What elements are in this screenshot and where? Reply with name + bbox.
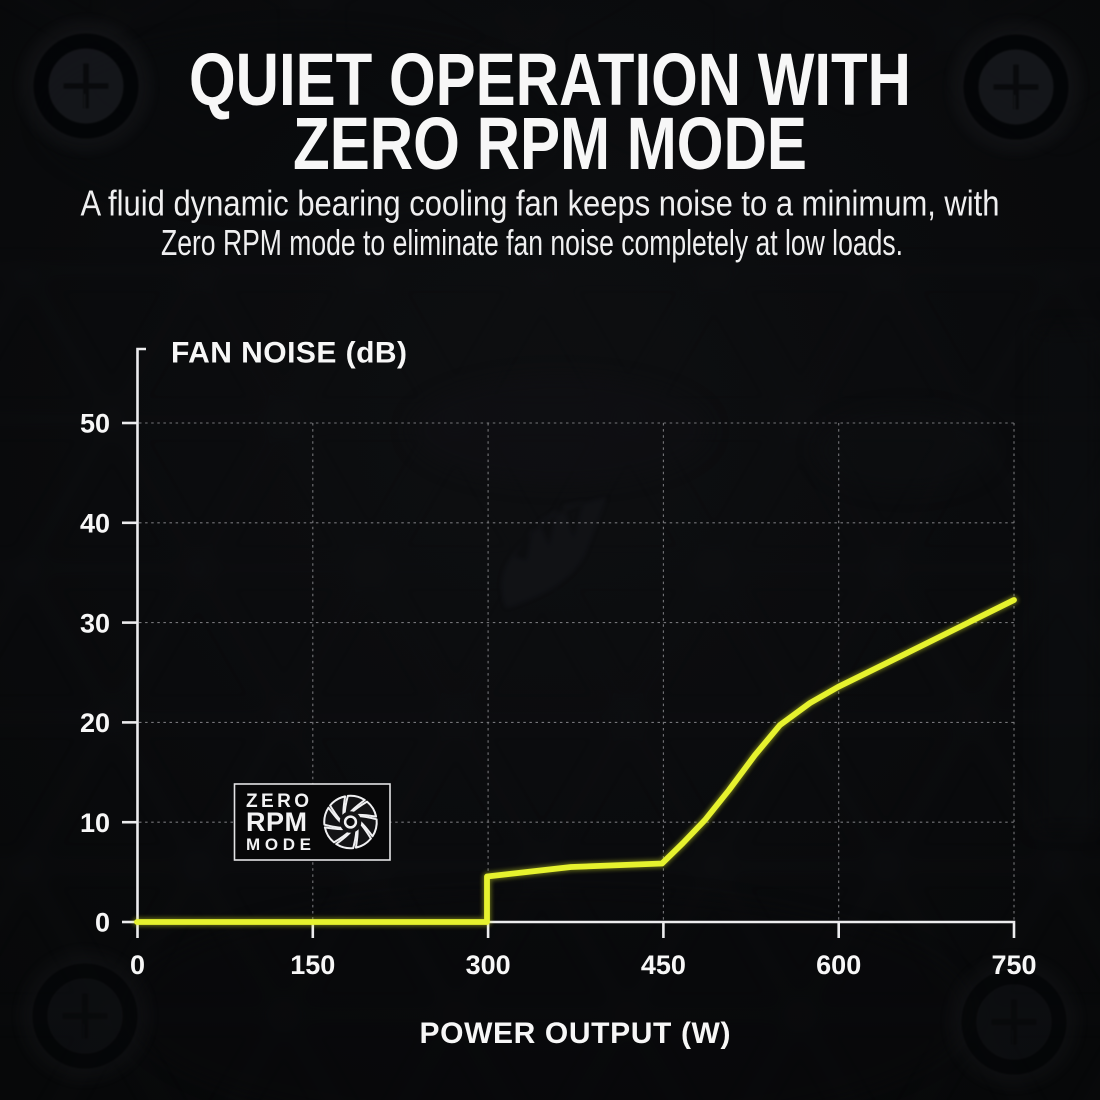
- svg-text:450: 450: [641, 950, 686, 980]
- svg-text:750: 750: [991, 950, 1036, 980]
- svg-text:A fluid dynamic bearing coolin: A fluid dynamic bearing cooling fan keep…: [81, 183, 1000, 224]
- svg-text:RPM: RPM: [246, 807, 307, 837]
- svg-text:0: 0: [130, 950, 145, 980]
- svg-text:300: 300: [466, 950, 511, 980]
- svg-text:20: 20: [80, 708, 110, 738]
- svg-text:QUIET OPERATION WITH: QUIET OPERATION WITH: [189, 38, 911, 121]
- svg-text:150: 150: [290, 950, 335, 980]
- svg-text:0: 0: [95, 908, 110, 938]
- svg-text:40: 40: [80, 509, 110, 539]
- svg-text:30: 30: [80, 608, 110, 638]
- svg-text:50: 50: [80, 409, 110, 439]
- svg-text:ZERO: ZERO: [246, 791, 309, 812]
- svg-text:10: 10: [80, 808, 110, 838]
- svg-text:ZERO RPM MODE: ZERO RPM MODE: [293, 102, 807, 185]
- svg-text:Zero RPM mode to eliminate fan: Zero RPM mode to eliminate fan noise com…: [161, 222, 903, 263]
- svg-text:POWER OUTPUT (W): POWER OUTPUT (W): [420, 1017, 731, 1050]
- svg-text:FAN NOISE (dB): FAN NOISE (dB): [171, 337, 407, 370]
- svg-text:600: 600: [816, 950, 861, 980]
